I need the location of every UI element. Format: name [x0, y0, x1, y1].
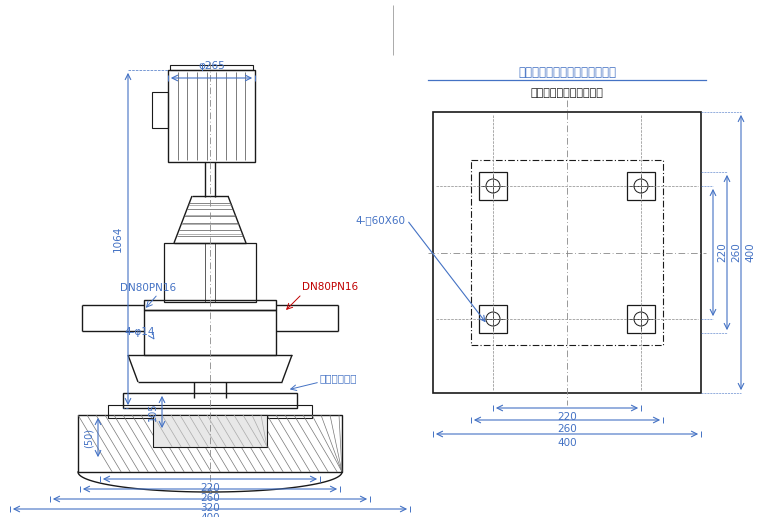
- Text: (50): (50): [84, 428, 94, 448]
- Text: 400: 400: [200, 513, 220, 517]
- Bar: [108, 405, 312, 418]
- Bar: [78, 415, 342, 472]
- Bar: [123, 393, 297, 408]
- Bar: [471, 160, 663, 345]
- Text: 105: 105: [148, 403, 158, 421]
- Bar: [433, 112, 701, 393]
- Text: 220: 220: [557, 412, 577, 422]
- Text: 260: 260: [557, 424, 577, 434]
- Text: 泵座孔位及混凝土基座地脚孔位: 泵座孔位及混凝土基座地脚孔位: [518, 66, 616, 79]
- Bar: [153, 415, 267, 447]
- Text: 400: 400: [745, 242, 755, 262]
- Bar: [168, 70, 255, 162]
- Bar: [144, 310, 276, 355]
- Text: 双点划线表示泵底座位置: 双点划线表示泵底座位置: [530, 88, 603, 98]
- Text: 220: 220: [717, 242, 727, 262]
- Bar: [144, 300, 276, 310]
- Bar: [479, 172, 507, 200]
- Bar: [170, 65, 253, 70]
- Bar: [152, 92, 168, 128]
- Text: φ265: φ265: [198, 61, 225, 71]
- Text: 400: 400: [557, 438, 577, 448]
- Text: DN80PN16: DN80PN16: [302, 282, 358, 292]
- Bar: [627, 305, 655, 333]
- Text: 4-匄60X60: 4-匄60X60: [355, 215, 405, 225]
- Text: DN80PN16: DN80PN16: [120, 283, 176, 293]
- Text: 260: 260: [731, 242, 741, 262]
- Text: 320: 320: [200, 503, 220, 513]
- Text: 1064: 1064: [113, 226, 123, 252]
- Text: 260: 260: [200, 493, 220, 503]
- Bar: [164, 243, 256, 302]
- Text: 4-φ14: 4-φ14: [125, 327, 155, 337]
- Bar: [479, 305, 507, 333]
- Text: 220: 220: [200, 483, 220, 493]
- Bar: [627, 172, 655, 200]
- Text: 混凝土基础，: 混凝土基础，: [320, 373, 357, 383]
